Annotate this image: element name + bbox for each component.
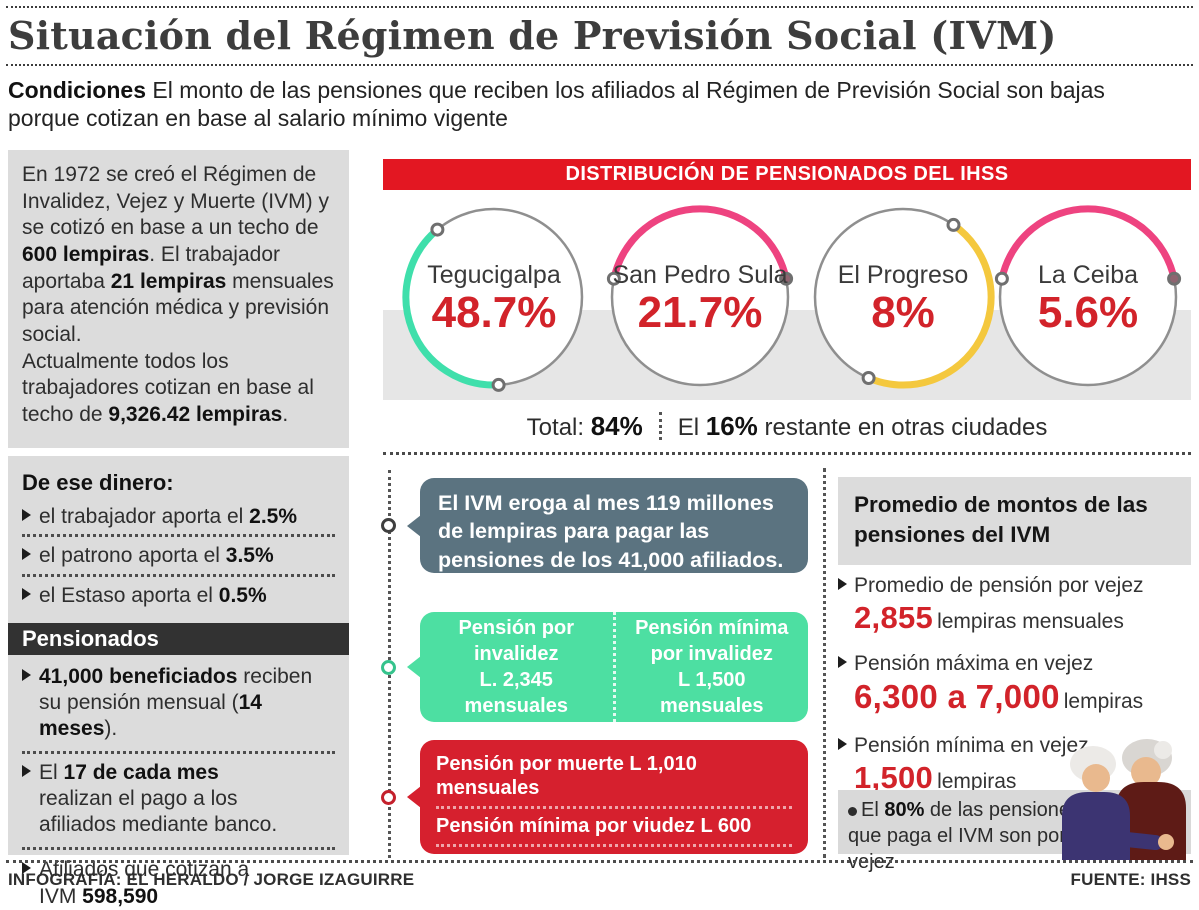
city-percent: 5.6%	[1037, 288, 1139, 338]
arc-end-marker	[861, 371, 876, 385]
money-section-title: De ese dinero:	[22, 470, 174, 495]
pensionados-item-1: 41,000 beneficiados reciben su pensión m…	[22, 664, 335, 743]
arrow-bullet-icon	[22, 668, 31, 681]
intro-panel: En 1972 se creó el Régimen de Invalidez,…	[8, 150, 349, 448]
rest-text: El 16% restante en otras ciudades	[677, 410, 1048, 441]
pension-value: 6,300 a 7,000	[854, 678, 1060, 715]
elderly-couple-icon	[1062, 739, 1186, 860]
total-label: Total: 84%	[526, 410, 643, 441]
invalidez-cell-right: Pensión mínima por invalidez L 1,500 men…	[612, 612, 809, 722]
pension-item-maxima: Pensión máxima en vejez 6,300 a 7,000 lem…	[838, 652, 1191, 716]
muerte-row-1: Pensión por muerte L 1,010 mensuales	[436, 753, 697, 799]
dotted-separator	[22, 847, 335, 851]
arc-end-marker	[430, 222, 445, 237]
arrow-bullet-icon	[838, 738, 847, 750]
intro-text: En 1972 se creó el Régimen de Invalidez,…	[8, 150, 349, 441]
donut-san-pedro-sula: San Pedro Sula 21.7%	[605, 202, 795, 392]
arrow-bullet-icon	[22, 764, 31, 777]
pensionados-item-2: El 17 de cada mes realizan el pago a los…	[22, 760, 292, 839]
arrow-bullet-icon	[838, 578, 847, 590]
arrow-bullet-icon	[22, 862, 31, 875]
timeline-marker	[381, 518, 396, 533]
arc-end-marker	[1167, 271, 1182, 286]
dotted-separator	[22, 750, 335, 754]
invalidez-cell-left: Pensión por invalidez L. 2,345 mensuales	[458, 617, 575, 717]
city-label: San Pedro Sula	[612, 261, 788, 290]
pension-value: 2,855	[854, 600, 934, 635]
intro-paragraph-2: Actualmente todos los trabajadores cotiz…	[22, 349, 314, 426]
subtitle: Condiciones El monto de las pensiones qu…	[8, 76, 1168, 132]
pension-value: 1,500	[854, 760, 934, 795]
arc-end-marker	[946, 217, 961, 232]
timeline-marker	[381, 790, 396, 805]
money-item-employer: el patrono aporta el 3.5%	[22, 543, 335, 569]
arc-end-marker	[994, 271, 1009, 286]
donut-ring-pink	[606, 205, 794, 387]
ivm-payment-text: El IVM eroga al mes 119 millones de lemp…	[438, 491, 784, 572]
section-dotted-rule	[383, 452, 1191, 455]
ivm-payment-bubble: El IVM eroga al mes 119 millones de lemp…	[407, 478, 808, 573]
city-label: El Progreso	[837, 261, 969, 290]
column-dotted-divider	[823, 468, 826, 858]
city-label: La Ceiba	[1037, 261, 1139, 290]
page-title: Situación del Régimen de Previsión Socia…	[8, 13, 1057, 58]
donut-la-ceiba: La Ceiba 5.6%	[993, 202, 1183, 392]
top-dotted-rule	[6, 6, 1193, 8]
arrow-bullet-icon	[22, 587, 31, 600]
money-item-state: el Estaso aporta el 0.5%	[22, 583, 335, 609]
bubble-pointer-icon	[407, 515, 421, 537]
arrow-bullet-icon	[22, 509, 31, 521]
donut-tegucigalpa: Tegucigalpa 48.7%	[399, 202, 589, 392]
arrow-bullet-icon	[838, 656, 847, 668]
bubble-pointer-icon	[407, 786, 421, 808]
muerte-row-2: Pensión mínima por viudez L 600	[436, 806, 792, 844]
arc-end-marker	[491, 377, 506, 392]
timeline-marker	[381, 660, 396, 675]
dotted-separator	[22, 573, 335, 577]
pensionados-panel: De ese dinero: el trabajador aporta el 2…	[8, 456, 349, 908]
footer-source: FUENTE: IHSS	[1070, 870, 1191, 889]
elderly-couple-illustration	[1046, 736, 1194, 860]
city-label: Tegucigalpa	[427, 261, 561, 290]
totals-row: Total: 84% El 16% restante en otras ciud…	[383, 408, 1191, 444]
city-percent: 21.7%	[637, 288, 763, 338]
donut-ring-teal	[402, 207, 584, 392]
dotted-separator	[22, 534, 335, 538]
arc-end-marker	[606, 271, 621, 286]
right-panel-title: Promedio de montos de las pensiones del …	[838, 477, 1191, 565]
pension-item-promedio: Promedio de pensión por vejez 2,855 lempi…	[838, 574, 1191, 636]
vertical-dotted-divider	[658, 412, 662, 440]
subtitle-label: Condiciones	[8, 77, 147, 103]
money-item-worker: el trabajador aporta el 2.5%	[22, 504, 335, 530]
dot-bullet-icon	[848, 807, 857, 816]
pension-item-minima: Pensión mínima en vejez 1,500 lempiras	[838, 734, 1191, 796]
total-value: 84%	[590, 410, 643, 441]
chart-title: DISTRIBUCIÓN DE PENSIONADOS DEL IHSS	[565, 163, 1009, 185]
donut-el-progreso: El Progreso 8%	[808, 202, 998, 392]
bubble-pointer-icon	[407, 656, 421, 678]
subtitle-text: El monto de las pensiones que reciben lo…	[8, 77, 1105, 132]
chart-title-bar: DISTRIBUCIÓN DE PENSIONADOS DEL IHSS	[383, 159, 1191, 190]
city-percent: 48.7%	[431, 288, 557, 338]
pensionados-header: Pensionados	[8, 622, 349, 655]
donut-ring-yellow	[813, 207, 995, 389]
arrow-bullet-icon	[22, 548, 31, 561]
muerte-bubble: Pensión por muerte L 1,010 mensuales Pen…	[407, 740, 808, 875]
footer-credit: INFOGRAFÍA: EL HERALDO / JORGE IZAGUIRRE	[8, 870, 415, 889]
title-dotted-rule	[6, 64, 1193, 66]
donut-ring-pink	[994, 205, 1182, 387]
arc-end-marker	[779, 271, 794, 286]
intro-paragraph-1: En 1972 se creó el Régimen de Invalidez,…	[22, 163, 334, 346]
invalidez-bubble: Pensión por invalidez L. 2,345 mensuales…	[407, 612, 809, 722]
muerte-row-3: Pensión mínima por orfandad L 300	[436, 844, 792, 882]
city-percent: 8%	[871, 288, 935, 338]
footer-dotted-rule	[6, 860, 1193, 863]
